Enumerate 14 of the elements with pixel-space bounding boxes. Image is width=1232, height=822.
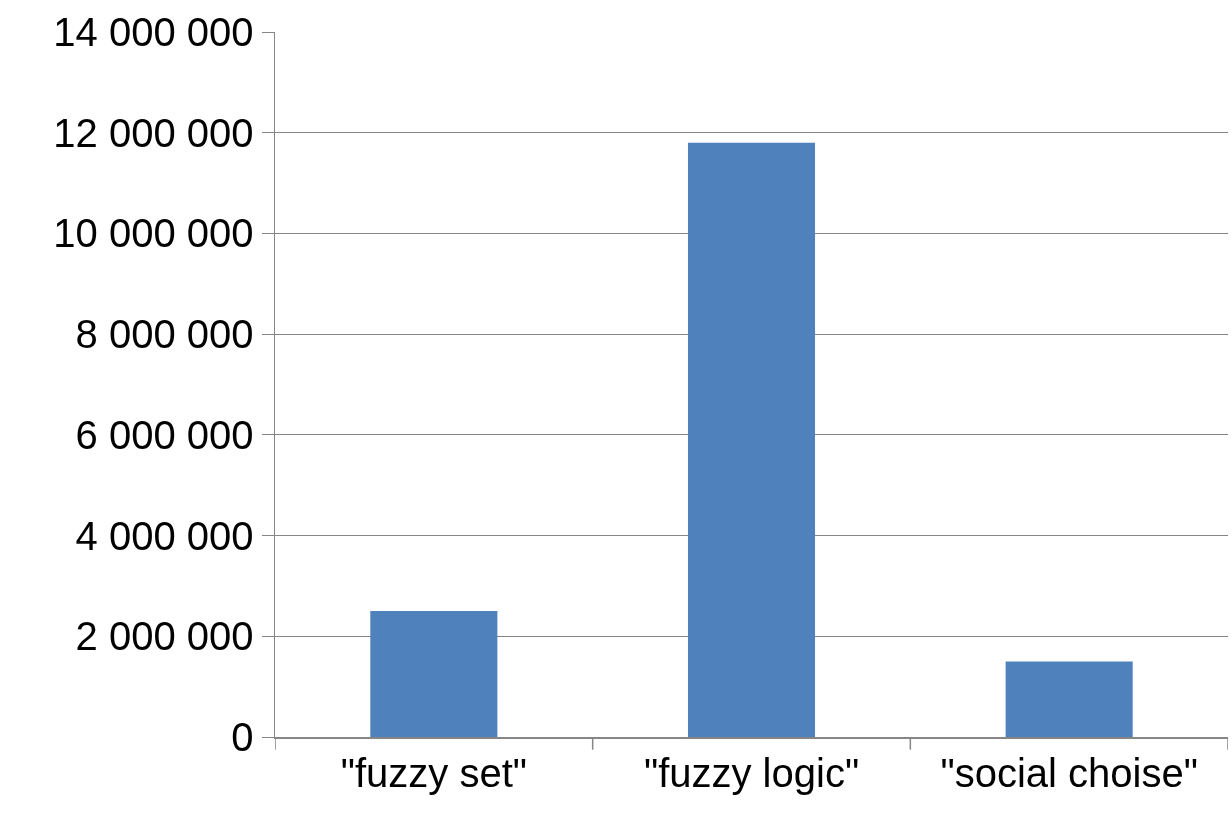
y-tick-label: 2 000 000 bbox=[75, 614, 254, 659]
y-tick-label: 12 000 000 bbox=[53, 110, 254, 155]
x-tick-label: "fuzzy set" bbox=[340, 750, 527, 795]
y-tick-label: 10 000 000 bbox=[53, 211, 254, 256]
bar bbox=[370, 611, 498, 737]
y-tick-label: 14 000 000 bbox=[53, 10, 254, 54]
y-tick-label: 6 000 000 bbox=[75, 412, 254, 457]
y-tick-label: 4 000 000 bbox=[75, 513, 254, 558]
bar bbox=[687, 142, 816, 737]
x-tick-label: "fuzzy logic" bbox=[643, 750, 860, 795]
y-tick-label: 0 bbox=[231, 715, 254, 759]
y-tick-label: 8 000 000 bbox=[75, 312, 254, 357]
x-tick-label: "social choise" bbox=[940, 750, 1198, 795]
bar bbox=[1005, 661, 1133, 737]
